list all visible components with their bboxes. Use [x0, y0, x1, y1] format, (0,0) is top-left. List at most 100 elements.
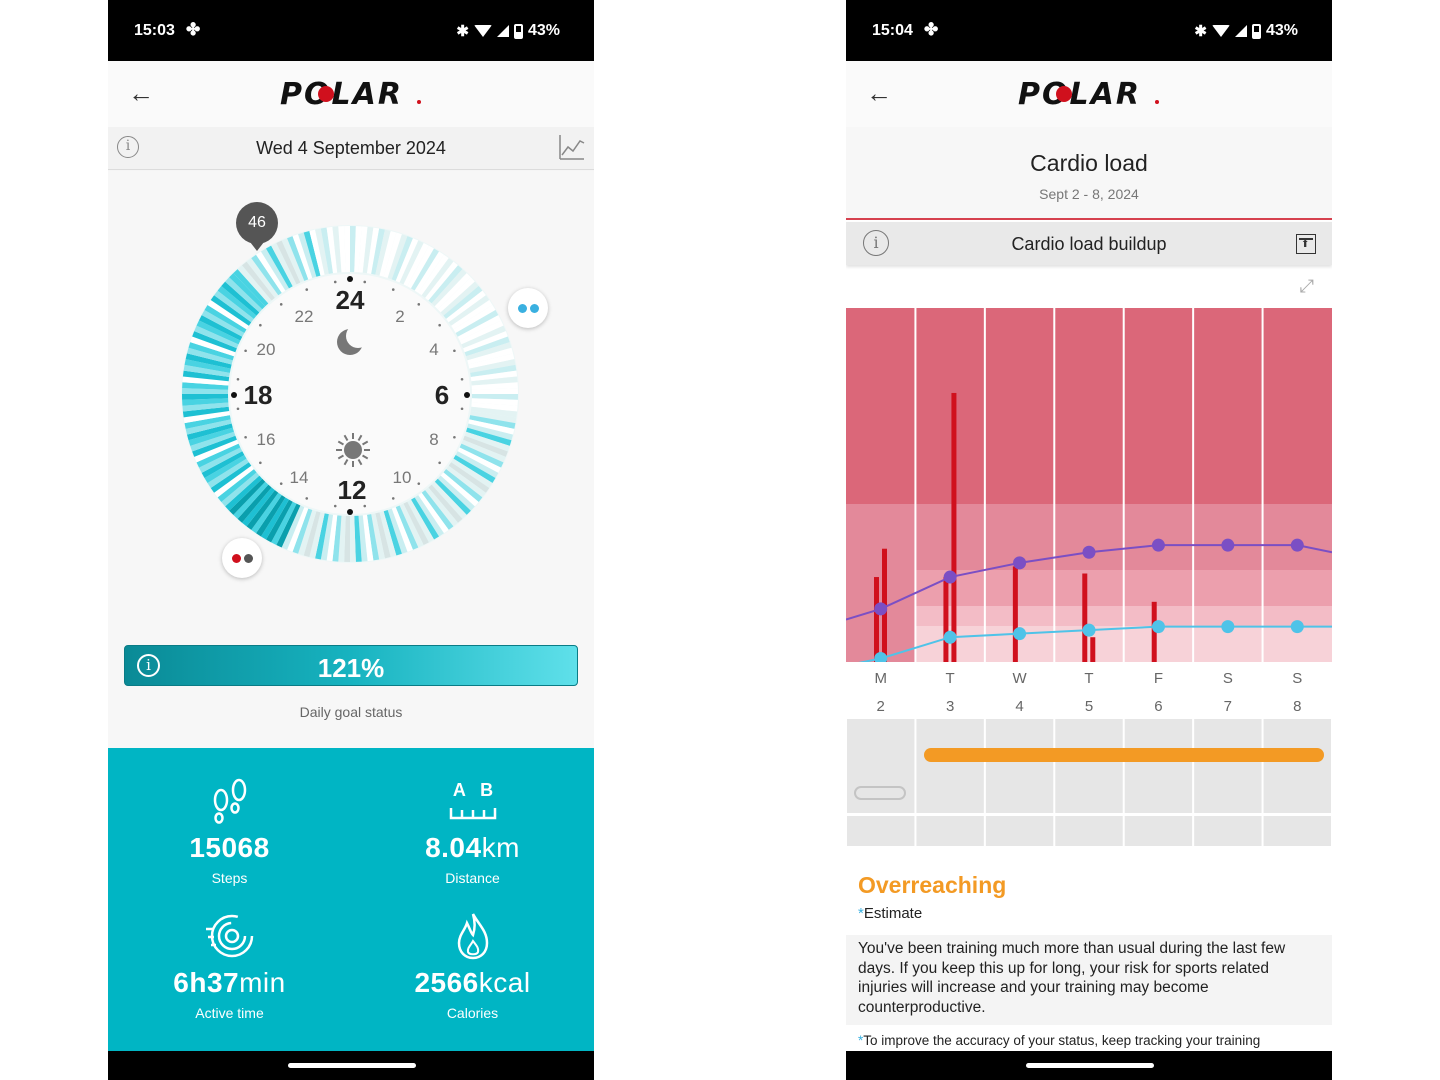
battery-icon [1251, 23, 1261, 39]
stat-calories[interactable]: 2566kcal Calories [351, 911, 594, 1021]
clock-tick [305, 288, 309, 291]
bluetooth-icon: ✱ [456, 23, 469, 40]
day-letter: S [1222, 670, 1233, 687]
activity-ring-segment [455, 310, 499, 337]
activity-ring-segment [276, 240, 301, 285]
back-arrow-icon[interactable]: ← [128, 78, 154, 108]
activity-ring-segment [225, 277, 263, 313]
clock-tick [460, 377, 464, 381]
clock-tick [333, 280, 337, 284]
info-icon[interactable]: i [137, 654, 160, 677]
footsteps-icon [213, 778, 246, 824]
stat-steps[interactable]: 15068 Steps [108, 778, 351, 886]
distance-value: 8.04 [425, 832, 482, 863]
overreaching-bar [924, 748, 1324, 762]
sleep-dot-icon [517, 303, 527, 313]
strip-cell [1194, 719, 1262, 813]
activity-ring-segment [210, 462, 252, 493]
activity-ring-segment [411, 248, 440, 291]
activity-ring-segment [182, 376, 229, 386]
activity-ring-segment [237, 484, 272, 523]
strip-cell [1055, 816, 1123, 846]
info-icon[interactable]: i [863, 230, 889, 256]
estimate-label: Estimate [863, 905, 923, 922]
activity-ring-segment [315, 228, 329, 275]
inactivity-marker-bubble[interactable] [222, 538, 262, 578]
selected-date[interactable]: Wed 4 September 2024 [256, 138, 446, 158]
sleep-marker-bubble[interactable] [508, 288, 548, 328]
home-gesture-handle[interactable] [1026, 1063, 1154, 1068]
activity-ring-segment [233, 269, 269, 307]
day-number: 5 [1084, 698, 1094, 715]
hour-22: 22 [295, 307, 314, 326]
training-load-bar [951, 392, 957, 662]
activity-ring-segment [332, 226, 342, 273]
export-icon[interactable] [1296, 234, 1316, 254]
expand-icon[interactable]: ⤢ [1299, 276, 1314, 296]
calories-value: 2566 [414, 967, 479, 998]
activity-ring-segment [455, 451, 499, 478]
activity-ring-segment [183, 410, 230, 424]
active-time-unit: min [239, 967, 286, 998]
trend-chart-icon[interactable] [558, 133, 586, 161]
app-bar: ← POLAR [108, 61, 594, 127]
strip-cell [1124, 719, 1193, 813]
activity-ring-segment [271, 243, 297, 287]
cardio-load-chart[interactable] [846, 308, 1332, 662]
activity-ring-segment [260, 497, 289, 540]
activity-ring-segment [387, 508, 408, 554]
buildup-tab-label[interactable]: Cardio load buildup [1011, 234, 1167, 254]
activity-ring-segment [457, 315, 501, 341]
activity-peak-badge[interactable]: 46 [236, 202, 278, 251]
strip-cell [1263, 816, 1331, 846]
activity-ring-segment [292, 508, 313, 554]
back-arrow-icon[interactable]: ← [866, 78, 892, 108]
training-load-bar [1012, 566, 1018, 662]
activity-ring-segment [387, 234, 408, 280]
activity-ring-segment [281, 238, 305, 283]
activity-ring-segment [192, 331, 237, 353]
training-status-title: Overreaching [858, 872, 1007, 898]
battery-percent: 43% [527, 22, 560, 39]
clock-tick [391, 288, 395, 291]
activity-ring-segment [276, 503, 301, 548]
hour-4: 4 [429, 340, 438, 359]
activity-clock[interactable]: 24 6 12 18 2 4 8 10 14 16 20 22 [180, 224, 520, 564]
activity-ring-segment [471, 398, 518, 406]
home-gesture-handle[interactable] [288, 1063, 416, 1068]
polar-logo-text: POLAR [1018, 77, 1141, 109]
clock-tick [438, 461, 441, 465]
hour-18: 18 [244, 380, 273, 410]
flame-icon [457, 913, 488, 960]
footnote-text: To improve the accuracy of your status, … [863, 1033, 1261, 1048]
status-timeline [846, 719, 1332, 846]
activity-ring-segment [399, 503, 424, 548]
strain-point [1290, 538, 1304, 552]
activity-ring-segment [468, 419, 515, 435]
activity-ring-segment [464, 336, 510, 357]
activity-ring-segment [242, 261, 275, 301]
activity-ring-segment [358, 515, 368, 562]
activity-ring-segment [185, 419, 232, 435]
activity-ring-segment [407, 245, 434, 289]
accuracy-footnote: *To improve the accuracy of your status,… [858, 1033, 1261, 1048]
activity-ring-segment [446, 290, 486, 323]
training-load-bar [1151, 601, 1157, 662]
daily-goal-bar[interactable]: i 121% [124, 645, 578, 686]
sun-ray [362, 454, 369, 460]
info-icon[interactable]: i [117, 136, 139, 158]
battery-icon [513, 23, 523, 39]
inactivity-dot-icon [243, 553, 253, 563]
stat-distance[interactable]: A B 8.04km Distance [351, 778, 594, 886]
distance-label: Distance [445, 870, 500, 886]
clock-tick [244, 349, 247, 353]
stat-active-time[interactable]: 6h37min Active time [108, 911, 351, 1021]
steps-label: Steps [211, 870, 248, 886]
sun-ray [337, 440, 344, 446]
battery-percent: 43% [1265, 22, 1298, 39]
wifi-icon [473, 25, 492, 37]
activity-ring-segment [221, 472, 260, 507]
activity-ring-segment [182, 388, 229, 394]
activity-ring-segment [182, 402, 229, 412]
activity-ring-segment [266, 245, 293, 289]
